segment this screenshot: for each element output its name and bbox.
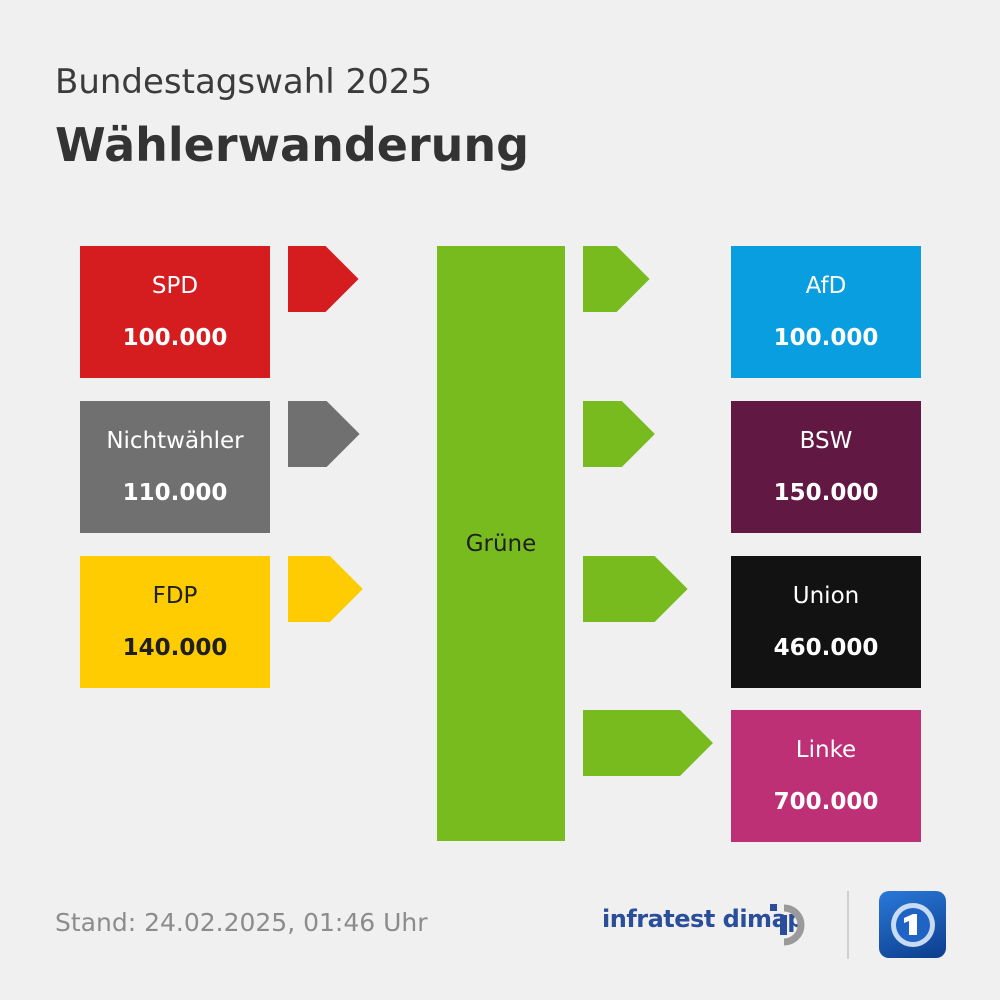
flow-arrow-afd bbox=[583, 246, 650, 312]
flow-arrow-bsw bbox=[583, 401, 655, 467]
flow-arrow-spd bbox=[288, 246, 359, 312]
center-bar-gruene: Grüne bbox=[437, 246, 565, 841]
flow-arrow-union bbox=[583, 556, 688, 622]
target-value: 460.000 bbox=[773, 635, 879, 661]
target-name: Linke bbox=[795, 737, 857, 763]
source-box-fdp: FDP 140.000 bbox=[80, 556, 270, 688]
source-box-spd: SPD 100.000 bbox=[80, 246, 270, 378]
flow-arrow-linke bbox=[583, 710, 713, 776]
chart-subtitle: Bundestagswahl 2025 bbox=[55, 62, 433, 102]
target-value: 700.000 bbox=[773, 789, 879, 815]
stand-timestamp: Stand: 24.02.2025, 01:46 Uhr bbox=[55, 908, 428, 937]
flow-arrow-nichtwähler bbox=[288, 401, 360, 467]
target-box-union: Union 460.000 bbox=[731, 556, 921, 688]
target-box-afd: AfD 100.000 bbox=[731, 246, 921, 378]
source-name: Nichtwähler bbox=[106, 428, 244, 454]
source-box-nichtwaehler: Nichtwähler 110.000 bbox=[80, 401, 270, 533]
infratest-mark-icon bbox=[770, 904, 805, 946]
ard-logo-icon bbox=[879, 891, 946, 958]
footer-divider bbox=[847, 891, 849, 959]
target-name: BSW bbox=[799, 428, 853, 454]
chart-title: Wählerwanderung bbox=[55, 118, 530, 172]
source-value: 110.000 bbox=[122, 480, 228, 506]
target-box-linke: Linke 700.000 bbox=[731, 710, 921, 842]
target-box-bsw: BSW 150.000 bbox=[731, 401, 921, 533]
source-name: FDP bbox=[152, 583, 198, 609]
target-name: Union bbox=[792, 583, 860, 609]
target-name: AfD bbox=[805, 273, 847, 299]
flow-arrow-fdp bbox=[288, 556, 363, 622]
target-value: 100.000 bbox=[773, 325, 879, 351]
target-value: 150.000 bbox=[773, 480, 879, 506]
center-label: Grüne bbox=[465, 530, 537, 557]
source-name: SPD bbox=[151, 273, 199, 299]
source-value: 140.000 bbox=[122, 635, 228, 661]
source-value: 100.000 bbox=[122, 325, 228, 351]
